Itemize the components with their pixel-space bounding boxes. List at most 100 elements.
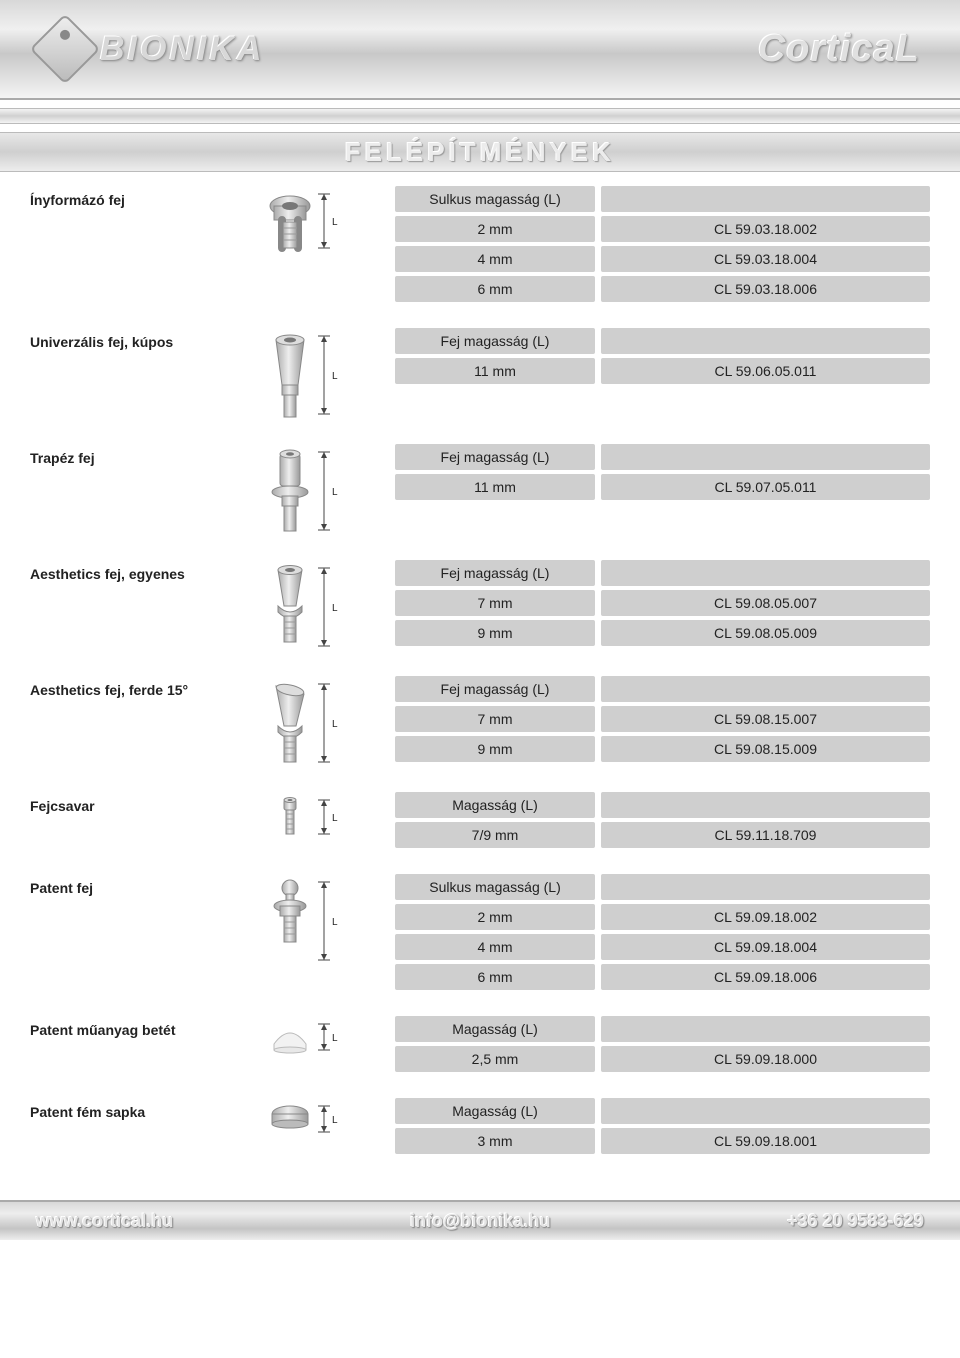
table-header-label: Magasság (L)	[395, 1098, 595, 1124]
table-header-row: Magasság (L)	[395, 1098, 930, 1124]
table-header-code	[601, 328, 930, 354]
plastic-insert-icon: L	[235, 1016, 395, 1062]
table-header-code	[601, 792, 930, 818]
cube-icon	[30, 14, 101, 85]
divider-bar	[0, 108, 960, 124]
product-section: Ínyformázó fej LSulkus magasság (L)2 mmC…	[30, 186, 930, 306]
code-cell: CL 59.06.05.011	[601, 358, 930, 384]
footer-email: info@bionika.hu	[410, 1211, 551, 1232]
svg-text:L: L	[332, 217, 338, 228]
table-header-row: Sulkus magasság (L)	[395, 186, 930, 212]
table-row: 9 mmCL 59.08.05.009	[395, 620, 930, 646]
size-cell: 2 mm	[395, 216, 595, 242]
product-section: Aesthetics fej, egyenes L Fej magasság (L…	[30, 560, 930, 654]
table-header-row: Fej magasság (L)	[395, 676, 930, 702]
footer-website: www.cortical.hu	[36, 1211, 173, 1232]
svg-text:L: L	[332, 1033, 338, 1044]
table-header-label: Fej magasság (L)	[395, 328, 595, 354]
section-title: Aesthetics fej, egyenes	[30, 560, 235, 582]
table-row: 7 mmCL 59.08.05.007	[395, 590, 930, 616]
healing-cap-icon: L	[235, 186, 395, 256]
ball-abutment-icon: L	[235, 874, 395, 968]
spec-table: Fej magasság (L) 7 mmCL 59.08.05.007 9 mmC…	[395, 560, 930, 650]
size-cell: 9 mm	[395, 620, 595, 646]
section-title: Ínyformázó fej	[30, 186, 235, 208]
page-title: FELÉPÍTMÉNYEK	[345, 137, 615, 168]
size-cell: 2,5 mm	[395, 1046, 595, 1072]
code-cell: CL 59.09.18.000	[601, 1046, 930, 1072]
table-header-code	[601, 1098, 930, 1124]
code-cell: CL 59.08.15.007	[601, 706, 930, 732]
metal-cap-icon: L	[235, 1098, 395, 1144]
table-row: 7/9 mmCL 59.11.18.709	[395, 822, 930, 848]
trapez-abutment-icon: L	[235, 444, 395, 538]
table-row: 6 mmCL 59.03.18.006	[395, 276, 930, 302]
table-header-code	[601, 1016, 930, 1042]
size-cell: 3 mm	[395, 1128, 595, 1154]
product-section: Aesthetics fej, ferde 15° LFej magasság …	[30, 676, 930, 770]
size-cell: 4 mm	[395, 934, 595, 960]
table-row: 2 mmCL 59.03.18.002	[395, 216, 930, 242]
table-header-label: Sulkus magasság (L)	[395, 186, 595, 212]
spec-table: Fej magasság (L)7 mmCL 59.08.15.0079 mmC…	[395, 676, 930, 766]
product-section: Fejcsavar L Magasság (L) 7/9 mmCL 59.11.18…	[30, 792, 930, 852]
table-header-row: Magasság (L)	[395, 1016, 930, 1042]
size-cell: 11 mm	[395, 474, 595, 500]
svg-text:L: L	[332, 603, 338, 614]
table-row: 6 mmCL 59.09.18.006	[395, 964, 930, 990]
code-cell: CL 59.09.18.002	[601, 904, 930, 930]
aesthetics-straight-icon: L	[235, 560, 395, 654]
size-cell: 2 mm	[395, 904, 595, 930]
table-header-label: Magasság (L)	[395, 792, 595, 818]
table-header-row: Fej magasság (L)	[395, 328, 930, 354]
section-title: Univerzális fej, kúpos	[30, 328, 235, 350]
product-section: Trapéz fej LFej magasság (L)11 mmCL 59.0…	[30, 444, 930, 538]
svg-text:L: L	[332, 813, 338, 824]
content-area: Ínyformázó fej LSulkus magasság (L)2 mmC…	[0, 172, 960, 1200]
code-cell: CL 59.09.18.001	[601, 1128, 930, 1154]
table-row: 2 mmCL 59.09.18.002	[395, 904, 930, 930]
code-cell: CL 59.03.18.004	[601, 246, 930, 272]
code-cell: CL 59.08.05.009	[601, 620, 930, 646]
table-row: 3 mmCL 59.09.18.001	[395, 1128, 930, 1154]
code-cell: CL 59.03.18.006	[601, 276, 930, 302]
spec-table: Magasság (L) 3 mmCL 59.09.18.001	[395, 1098, 930, 1158]
table-header-label: Sulkus magasság (L)	[395, 874, 595, 900]
title-band: FELÉPÍTMÉNYEK	[0, 132, 960, 172]
aesthetics-angled-icon: L	[235, 676, 395, 770]
table-row: 7 mmCL 59.08.15.007	[395, 706, 930, 732]
table-header-code	[601, 874, 930, 900]
footer-phone: +36 20 9583-629	[787, 1211, 924, 1232]
product-section: Patent műanyag betét LMagasság (L)2,5 mm…	[30, 1016, 930, 1076]
svg-text:L: L	[332, 1115, 338, 1126]
spec-table: Fej magasság (L) 11 mmCL 59.06.05.011	[395, 328, 930, 388]
table-row: 4 mmCL 59.03.18.004	[395, 246, 930, 272]
svg-text:L: L	[332, 917, 338, 928]
brand-left-text: BIONIKA	[100, 30, 265, 69]
spec-table: Sulkus magasság (L) 2 mmCL 59.03.18.002 4 …	[395, 186, 930, 306]
code-cell: CL 59.08.15.009	[601, 736, 930, 762]
section-title: Aesthetics fej, ferde 15°	[30, 676, 235, 698]
conical-abutment-icon: L	[235, 328, 395, 422]
svg-text:L: L	[332, 371, 338, 382]
table-header-label: Fej magasság (L)	[395, 676, 595, 702]
svg-text:L: L	[332, 487, 338, 498]
product-section: Patent fej L Sulkus magasság (L) 2 mmCL 59…	[30, 874, 930, 994]
spec-table: Magasság (L) 7/9 mmCL 59.11.18.709	[395, 792, 930, 852]
size-cell: 4 mm	[395, 246, 595, 272]
table-header-code	[601, 444, 930, 470]
code-cell: CL 59.11.18.709	[601, 822, 930, 848]
product-section: Patent fém sapka LMagasság (L)3 mmCL 59.…	[30, 1098, 930, 1158]
size-cell: 9 mm	[395, 736, 595, 762]
code-cell: CL 59.08.05.007	[601, 590, 930, 616]
table-header-row: Fej magasság (L)	[395, 560, 930, 586]
code-cell: CL 59.09.18.004	[601, 934, 930, 960]
size-cell: 11 mm	[395, 358, 595, 384]
section-title: Fejcsavar	[30, 792, 235, 814]
size-cell: 7 mm	[395, 706, 595, 732]
spec-table: Sulkus magasság (L)2 mmCL 59.09.18.0024 …	[395, 874, 930, 994]
table-header-row: Magasság (L)	[395, 792, 930, 818]
spec-table: Fej magasság (L)11 mmCL 59.07.05.011	[395, 444, 930, 504]
section-title: Patent fej	[30, 874, 235, 896]
table-row: 4 mmCL 59.09.18.004	[395, 934, 930, 960]
